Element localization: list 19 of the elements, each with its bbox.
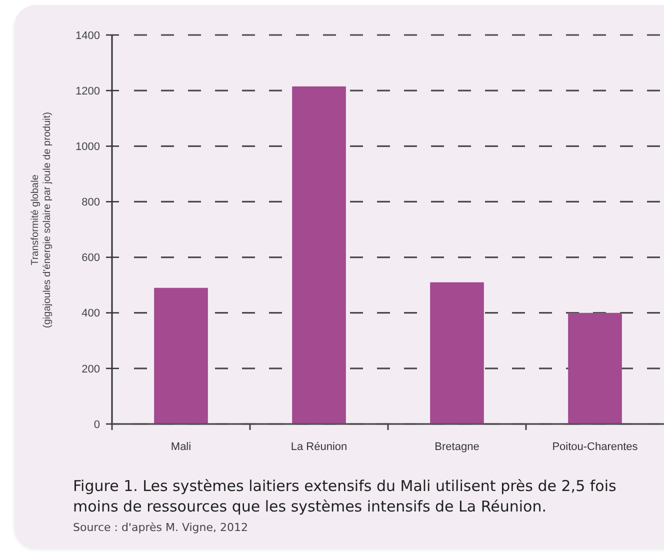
y-tick-label: 600 — [82, 252, 100, 264]
bar — [292, 86, 346, 424]
y-axis-title: Transformité globale (gigajoules d'énergie solaire par joule de produit) — [30, 112, 53, 328]
source-note: Source : d'après M. Vigne, 2012 — [73, 521, 248, 534]
x-tick-label: Mali — [170, 440, 192, 453]
bar — [568, 312, 622, 424]
y-tick-label: 800 — [82, 196, 100, 209]
y-tick-label: 1400 — [76, 30, 100, 42]
x-tick-label: Bretagne — [434, 440, 480, 453]
bar — [430, 282, 484, 424]
bar — [154, 288, 208, 424]
y-tick-label: 1200 — [76, 85, 100, 98]
y-tick-label: 1000 — [76, 140, 100, 153]
x-tick-label: Poitou-Charentes — [552, 440, 638, 453]
y-tick-label: 400 — [82, 308, 100, 320]
x-tick-label: La Réunion — [290, 440, 348, 453]
text: Figure 1. Les systèmes laitiers extensifs du Mali utilisent près de 2,5 fois moins de ressources que les systèmes intensifs de La Réunion. — [73, 477, 617, 516]
y-tick-label: 0 — [94, 418, 100, 431]
y-tick-label: 200 — [82, 363, 100, 376]
